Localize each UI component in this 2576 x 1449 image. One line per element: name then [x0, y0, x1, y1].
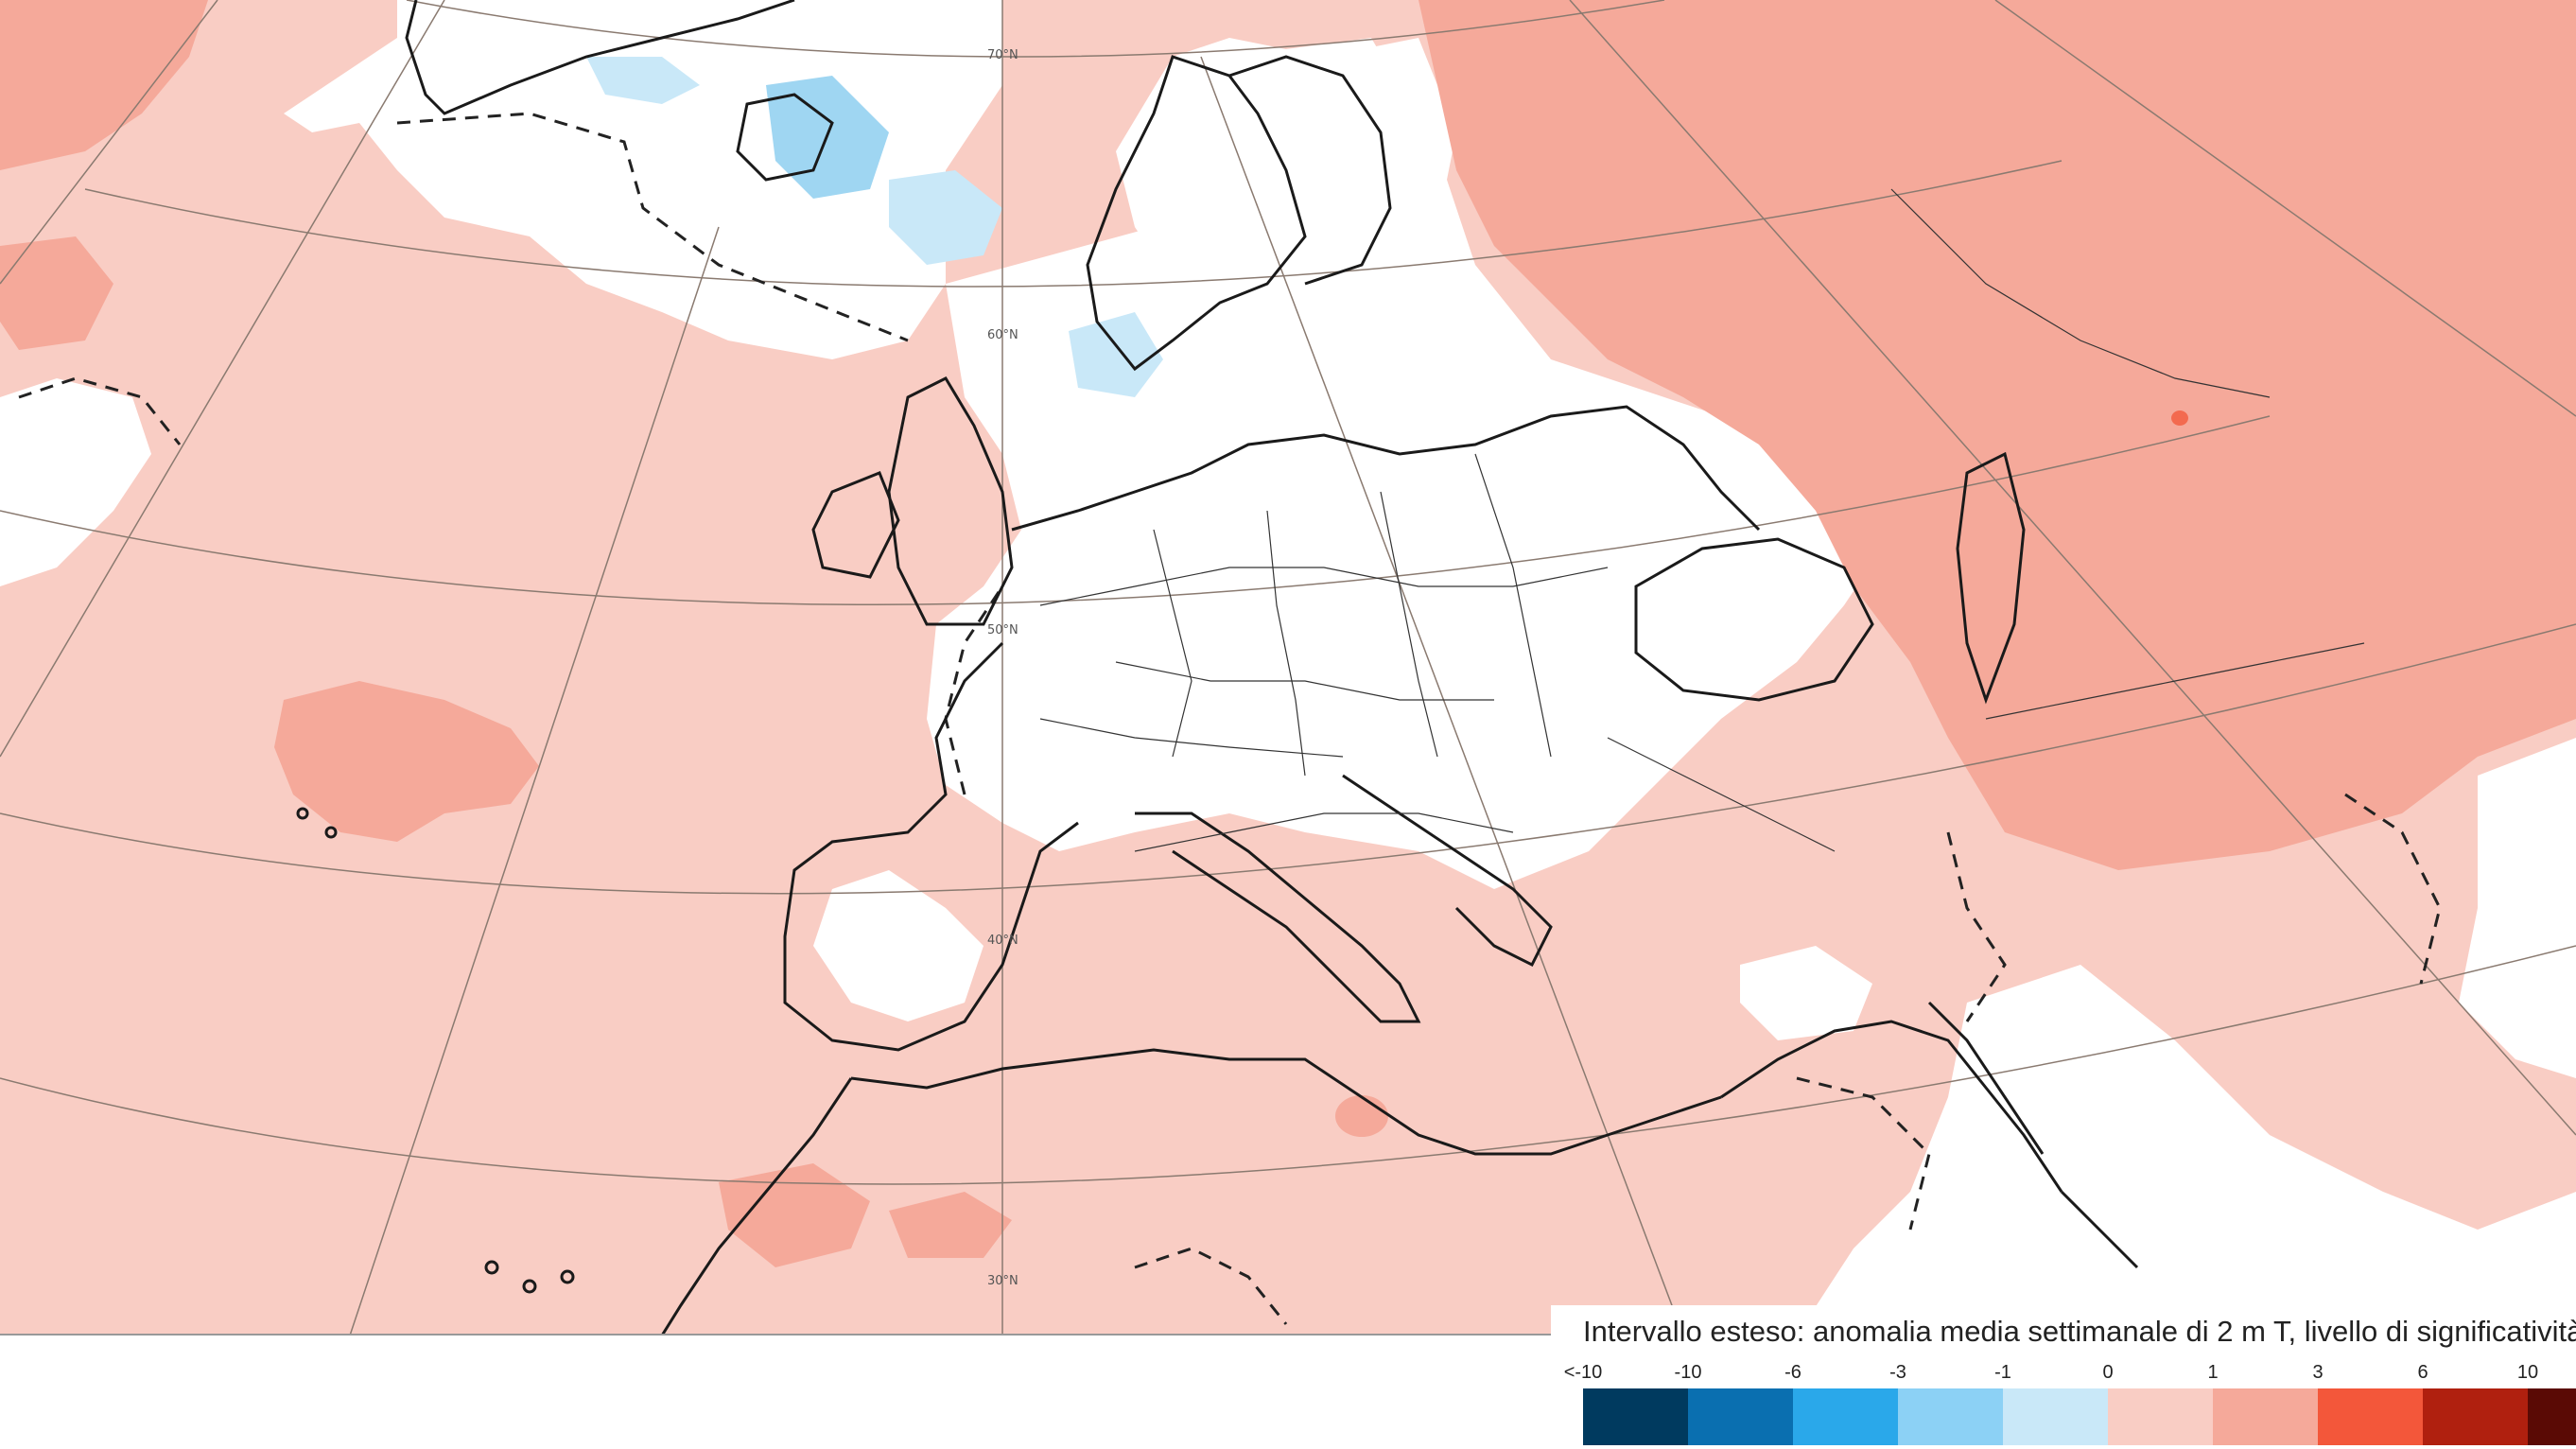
legend-swatch-1-to-3 — [2213, 1388, 2318, 1445]
legend-tick: -1 — [1994, 1362, 2011, 1383]
legend-tick: -3 — [1889, 1362, 1906, 1383]
lat-label-40: 40°N — [987, 934, 1018, 948]
warm-anomaly-north-africa — [889, 1192, 1012, 1258]
latitude-graticule — [0, 0, 2576, 1185]
warm-anomaly-west-coast — [0, 236, 113, 350]
warm-anomaly-sahara — [719, 1163, 870, 1267]
legend-tick: -10 — [1674, 1362, 1702, 1383]
legend-swatch-minus-1-to-0 — [2003, 1388, 2108, 1445]
warm-anomaly-libya — [1335, 1095, 1388, 1137]
cool-anomaly-norway-sea — [889, 170, 1002, 265]
no-anomaly-region-turkey — [1740, 946, 1872, 1040]
legend-tick: <-10 — [1563, 1362, 1603, 1383]
longitude-graticule — [0, 0, 2576, 1336]
map-canvas: 70°N 60°N 50°N 40°N 30°N — [0, 0, 2576, 1336]
legend-swatch-minus-10-to-minus-6 — [1688, 1388, 1793, 1445]
legend-swatch-minus-3-to-minus-1 — [1898, 1388, 2003, 1445]
warm-anomaly-atlantic — [274, 681, 539, 842]
legend-swatch-above-10 — [2528, 1388, 2576, 1445]
legend-swatch-below-minus-10 — [1583, 1388, 1688, 1445]
cool-anomaly-norway — [1069, 312, 1163, 397]
hot-spot-central-asia — [2171, 410, 2188, 426]
legend-swatch-3-to-6 — [2318, 1388, 2423, 1445]
legend-swatch-minus-6-to-minus-3 — [1793, 1388, 1898, 1445]
lat-label-60: 60°N — [987, 328, 1018, 342]
no-anomaly-region-east — [2459, 738, 2576, 1078]
cool-anomaly-greenland-coast — [586, 57, 700, 104]
no-anomaly-region-middle-east — [1797, 965, 2576, 1336]
legend-tick: 10 — [2516, 1362, 2539, 1383]
legend-tick: -6 — [1784, 1362, 1801, 1383]
legend-tick: 6 — [2417, 1362, 2428, 1383]
legend-swatch-6-to-10 — [2423, 1388, 2528, 1445]
legend-tick: 3 — [2312, 1362, 2324, 1383]
coastlines — [296, 0, 2139, 1336]
country-borders — [1039, 188, 2365, 852]
no-anomaly-region-iberia — [813, 870, 983, 1021]
lat-label-50: 50°N — [987, 623, 1018, 637]
legend-tick: 1 — [2207, 1362, 2219, 1383]
anomaly-map: 70°N 60°N 50°N 40°N 30°N — [0, 0, 2576, 1336]
color-legend: Intervallo esteso: anomalia media settim… — [1551, 1305, 2576, 1449]
latitude-labels: 70°N 60°N 50°N 40°N 30°N — [987, 48, 1018, 1288]
no-anomaly-region-west — [0, 378, 151, 586]
significance-contours — [18, 112, 2442, 1325]
lat-label-30: 30°N — [987, 1274, 1018, 1288]
lat-label-70: 70°N — [987, 48, 1018, 62]
warm-anomaly-russia — [1419, 0, 2576, 870]
legend-title: Intervallo esteso: anomalia media settim… — [1583, 1315, 2576, 1348]
warm-anomaly-greenland — [0, 0, 208, 170]
legend-ticks: <-10 -10 -6 -3 -1 0 1 3 6 10 — [1551, 1362, 2576, 1390]
legend-tick: 0 — [2102, 1362, 2114, 1383]
legend-color-bar — [1583, 1388, 2576, 1445]
legend-swatch-0-to-1 — [2108, 1388, 2213, 1445]
